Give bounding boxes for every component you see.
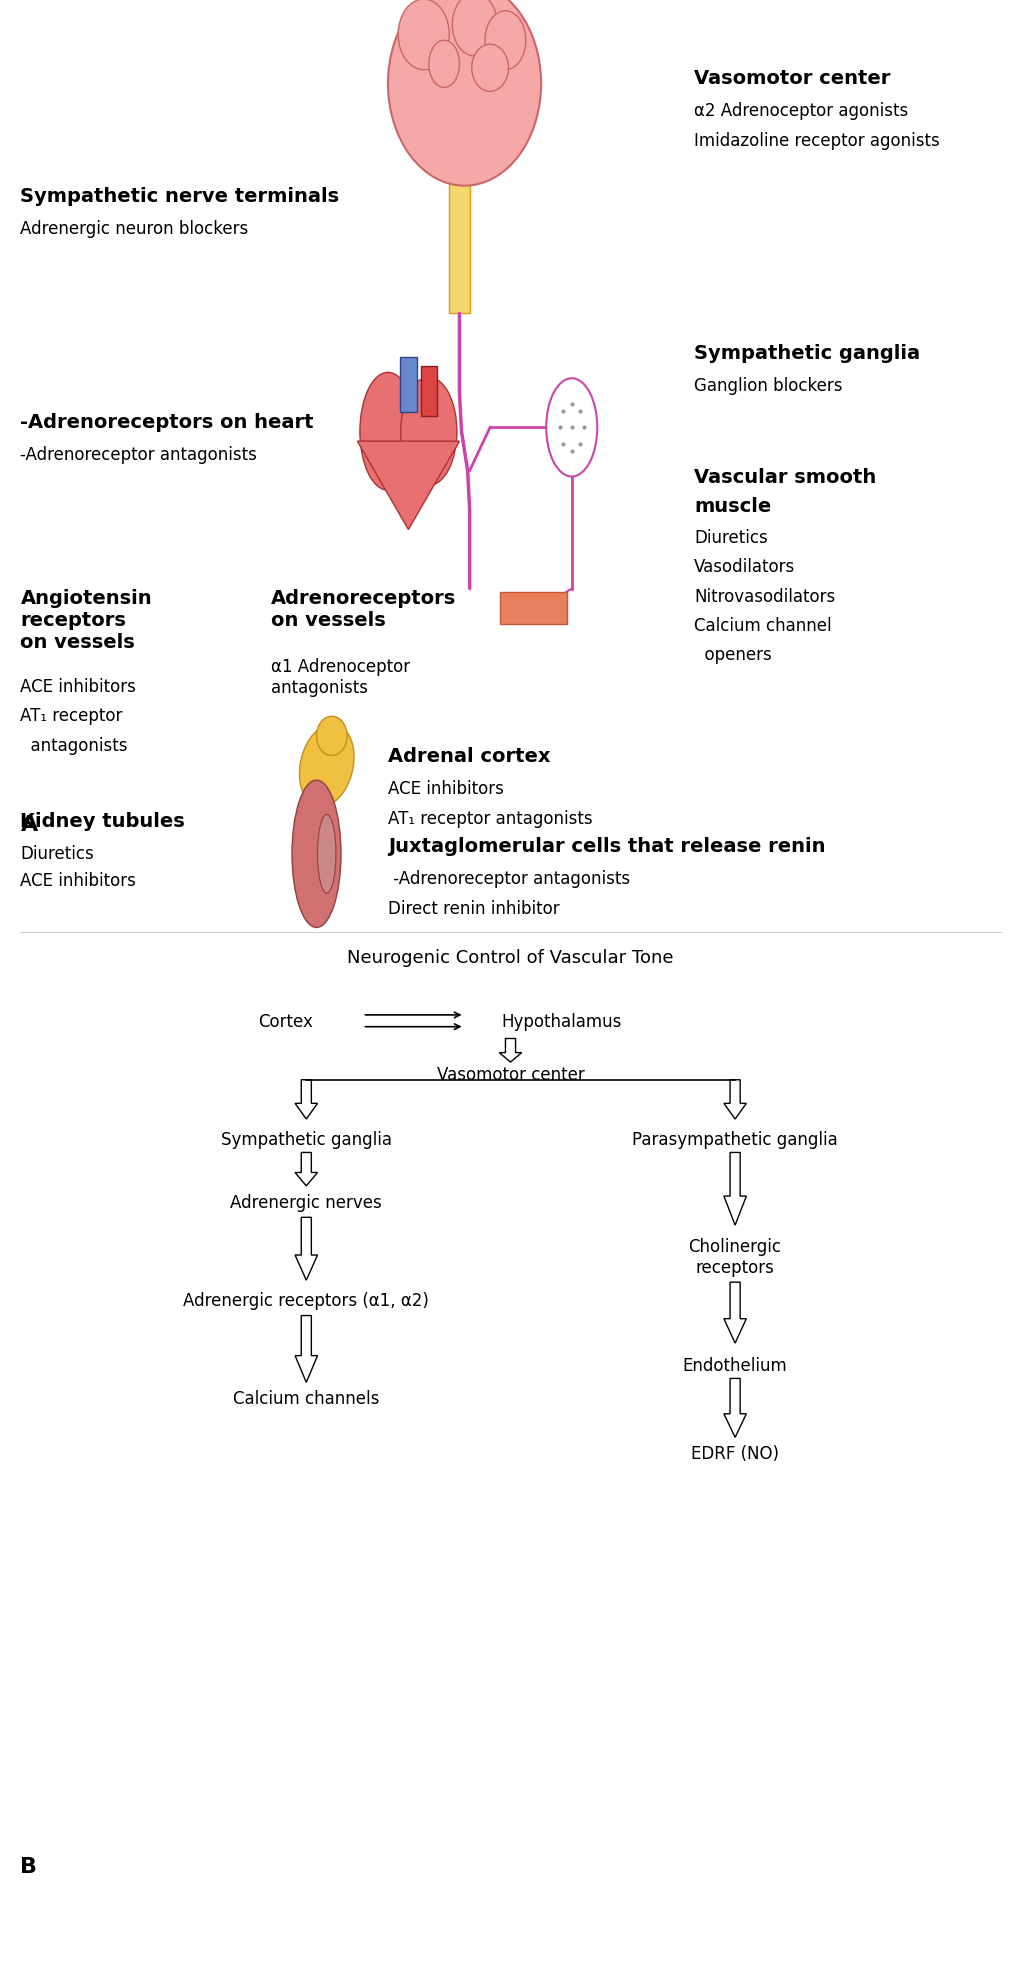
Ellipse shape bbox=[299, 725, 354, 807]
Text: Vascular smooth: Vascular smooth bbox=[694, 467, 877, 487]
Ellipse shape bbox=[388, 0, 541, 187]
Text: -Adrenoreceptors on heart: -Adrenoreceptors on heart bbox=[20, 412, 313, 432]
Text: Adrenoreceptors
on vessels: Adrenoreceptors on vessels bbox=[271, 589, 455, 630]
Polygon shape bbox=[724, 1153, 746, 1226]
Text: Juxtaglomerular cells that release renin: Juxtaglomerular cells that release renin bbox=[388, 837, 826, 856]
Ellipse shape bbox=[318, 815, 336, 894]
Bar bbox=[500, 593, 567, 625]
Text: Calcium channel: Calcium channel bbox=[694, 617, 832, 634]
Text: Sympathetic ganglia: Sympathetic ganglia bbox=[221, 1129, 392, 1149]
Text: Sympathetic ganglia: Sympathetic ganglia bbox=[694, 344, 920, 363]
Text: ACE inhibitors: ACE inhibitors bbox=[20, 872, 136, 890]
Ellipse shape bbox=[317, 717, 347, 756]
Text: Vasomotor center: Vasomotor center bbox=[694, 69, 890, 88]
Text: α2 Adrenoceptor agonists: α2 Adrenoceptor agonists bbox=[694, 102, 909, 120]
Ellipse shape bbox=[429, 41, 459, 88]
Text: Cholinergic
receptors: Cholinergic receptors bbox=[688, 1237, 782, 1277]
Text: B: B bbox=[20, 1856, 38, 1876]
Ellipse shape bbox=[452, 0, 497, 57]
Text: Adrenergic neuron blockers: Adrenergic neuron blockers bbox=[20, 220, 249, 238]
Text: ACE inhibitors: ACE inhibitors bbox=[388, 780, 503, 797]
Polygon shape bbox=[295, 1080, 318, 1119]
Text: Calcium channels: Calcium channels bbox=[233, 1389, 380, 1408]
Text: Direct renin inhibitor: Direct renin inhibitor bbox=[388, 900, 560, 917]
Polygon shape bbox=[295, 1316, 318, 1383]
Bar bbox=[449, 88, 470, 314]
Ellipse shape bbox=[401, 377, 457, 485]
Text: Endothelium: Endothelium bbox=[683, 1355, 787, 1375]
Text: Kidney tubules: Kidney tubules bbox=[20, 811, 185, 831]
Polygon shape bbox=[357, 442, 459, 530]
Text: -Adrenoreceptor antagonists: -Adrenoreceptor antagonists bbox=[20, 446, 257, 464]
Polygon shape bbox=[295, 1218, 318, 1281]
Text: Adrenal cortex: Adrenal cortex bbox=[388, 746, 550, 766]
Text: Diuretics: Diuretics bbox=[694, 528, 768, 546]
Ellipse shape bbox=[292, 782, 341, 929]
Text: Cortex: Cortex bbox=[258, 1011, 313, 1031]
Text: openers: openers bbox=[694, 646, 772, 664]
Text: Adrenergic receptors (α1, α2): Adrenergic receptors (α1, α2) bbox=[184, 1290, 429, 1310]
Text: α1 Adrenoceptor
antagonists: α1 Adrenoceptor antagonists bbox=[271, 658, 409, 697]
Text: AT₁ receptor antagonists: AT₁ receptor antagonists bbox=[388, 809, 592, 827]
Text: antagonists: antagonists bbox=[20, 736, 128, 754]
Text: A: A bbox=[20, 815, 38, 835]
Ellipse shape bbox=[485, 12, 526, 71]
Polygon shape bbox=[724, 1080, 746, 1119]
Circle shape bbox=[546, 379, 597, 477]
Text: muscle: muscle bbox=[694, 497, 772, 517]
Bar bbox=[421, 367, 437, 416]
Text: Imidazoline receptor agonists: Imidazoline receptor agonists bbox=[694, 132, 940, 149]
Text: Hypothalamus: Hypothalamus bbox=[501, 1011, 622, 1031]
Polygon shape bbox=[499, 1039, 522, 1063]
Bar bbox=[400, 357, 417, 412]
Text: Diuretics: Diuretics bbox=[20, 845, 94, 862]
Polygon shape bbox=[724, 1282, 746, 1343]
Polygon shape bbox=[295, 1153, 318, 1186]
Text: EDRF (NO): EDRF (NO) bbox=[691, 1444, 779, 1463]
Text: Parasympathetic ganglia: Parasympathetic ganglia bbox=[632, 1129, 838, 1149]
Text: Vasodilators: Vasodilators bbox=[694, 558, 795, 575]
Ellipse shape bbox=[398, 0, 449, 71]
Text: Angiotensin
receptors
on vessels: Angiotensin receptors on vessels bbox=[20, 589, 152, 652]
Text: Nitrovasodilators: Nitrovasodilators bbox=[694, 587, 835, 605]
Text: Vasomotor center: Vasomotor center bbox=[437, 1064, 584, 1084]
Text: Neurogenic Control of Vascular Tone: Neurogenic Control of Vascular Tone bbox=[347, 949, 674, 966]
Polygon shape bbox=[724, 1379, 746, 1438]
Text: Ganglion blockers: Ganglion blockers bbox=[694, 377, 842, 395]
Text: ACE inhibitors: ACE inhibitors bbox=[20, 678, 136, 695]
Text: Sympathetic nerve terminals: Sympathetic nerve terminals bbox=[20, 187, 340, 206]
Ellipse shape bbox=[472, 45, 508, 92]
Ellipse shape bbox=[360, 373, 417, 491]
Text: AT₁ receptor: AT₁ receptor bbox=[20, 707, 123, 725]
Text: Adrenergic nerves: Adrenergic nerves bbox=[231, 1192, 382, 1212]
Text: -Adrenoreceptor antagonists: -Adrenoreceptor antagonists bbox=[388, 870, 630, 888]
